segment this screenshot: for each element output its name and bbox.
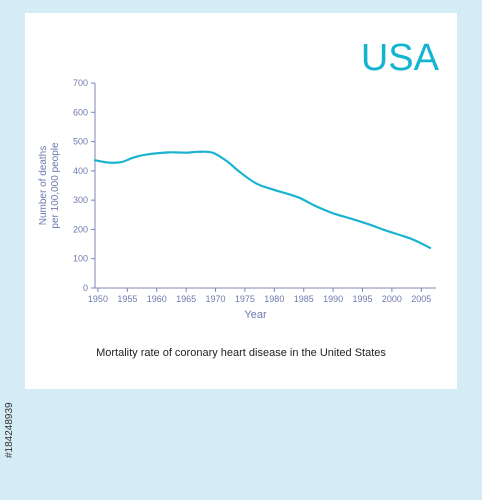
x-tick-label: 2000 bbox=[382, 294, 402, 304]
x-tick-label: 1950 bbox=[88, 294, 108, 304]
x-tick-label: 1955 bbox=[117, 294, 137, 304]
country-label: USA bbox=[360, 37, 439, 79]
y-tick-label: 300 bbox=[73, 195, 88, 205]
x-tick-label: 1970 bbox=[206, 294, 226, 304]
x-tick-label: 1990 bbox=[323, 294, 343, 304]
y-tick-label: 700 bbox=[73, 78, 88, 88]
chart-card: USA 0 100 200 300 400 500 600 700 1950 1955 1960 19… bbox=[25, 13, 457, 389]
y-tick-label: 400 bbox=[73, 166, 88, 176]
x-tick-label: 1995 bbox=[352, 294, 372, 304]
x-tick-label: 2005 bbox=[411, 294, 431, 304]
x-tick-label: 1965 bbox=[176, 294, 196, 304]
y-axis-label-line: per 100,000 people bbox=[50, 142, 61, 229]
y-tick-label: 600 bbox=[73, 107, 88, 117]
x-tick-label: 1960 bbox=[147, 294, 167, 304]
x-tick-label: 1985 bbox=[294, 294, 314, 304]
y-tick-label: 200 bbox=[73, 224, 88, 234]
line-chart: 0 100 200 300 400 500 600 700 1950 1955 1960 1965 19… bbox=[38, 78, 436, 321]
image-id-label: #184248939 bbox=[4, 402, 15, 458]
x-axis-label: Year bbox=[244, 309, 267, 321]
chart-caption: Mortality rate of coronary heart disease… bbox=[96, 347, 386, 359]
y-tick-label: 100 bbox=[73, 254, 88, 264]
x-tick-label: 1975 bbox=[235, 294, 255, 304]
y-tick-label: 0 bbox=[83, 283, 88, 293]
mortality-series-line bbox=[93, 150, 432, 249]
y-tick-label: 500 bbox=[73, 137, 88, 147]
x-tick-label: 1980 bbox=[264, 294, 284, 304]
y-axis-label-line: Number of deaths bbox=[38, 146, 49, 226]
